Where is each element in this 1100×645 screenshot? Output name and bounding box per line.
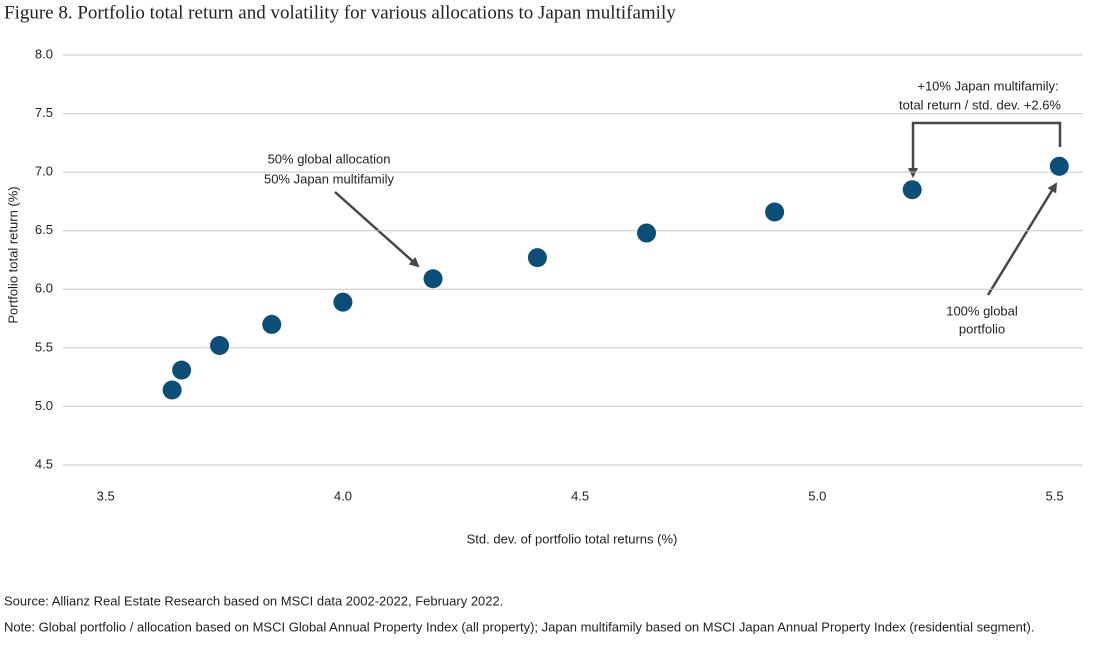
y-tick-label: 5.0 (35, 398, 53, 413)
y-tick-label: 4.5 (35, 456, 53, 471)
annotation: total return / std. dev. +2.6% (899, 97, 1061, 112)
y-tick-label: 6.0 (35, 281, 53, 296)
annotation-arrow (986, 182, 1058, 296)
data-point (210, 336, 230, 356)
y-tick-label: 8.0 (35, 46, 53, 61)
data-point (527, 248, 547, 268)
annotation-arrow (334, 191, 420, 268)
data-point (423, 269, 443, 289)
x-tick-label: 5.0 (808, 488, 826, 503)
data-point (1049, 156, 1069, 176)
data-point (162, 380, 182, 400)
data-point (172, 360, 192, 380)
y-tick-label: 6.5 (35, 222, 53, 237)
y-tick-label: 5.5 (35, 339, 53, 354)
x-tick-label: 5.5 (1045, 488, 1063, 503)
data-point (333, 292, 353, 312)
annotation: 50% Japan multifamily (264, 171, 395, 186)
source-note: Source: Allianz Real Estate Research bas… (4, 593, 503, 608)
y-axis-label: Portfolio total return (%) (5, 186, 20, 323)
data-point (262, 314, 282, 334)
annotation: +10% Japan multifamily: (917, 78, 1058, 93)
annotation: portfolio (959, 321, 1005, 336)
x-axis-label: Std. dev. of portfolio total returns (%) (467, 531, 678, 546)
data-point (637, 223, 657, 243)
y-tick-label: 7.0 (35, 164, 53, 179)
x-tick-label: 3.5 (97, 488, 115, 503)
y-tick-label: 7.5 (35, 105, 53, 120)
annotation: 100% global (946, 303, 1018, 318)
annotation: 50% global allocation (268, 151, 391, 166)
data-point (902, 180, 922, 200)
annotation-bracket (908, 121, 1062, 178)
x-tick-label: 4.0 (334, 488, 352, 503)
data-point (765, 202, 785, 222)
chart-title: Figure 8. Portfolio total return and vol… (4, 2, 676, 23)
footnote: Note: Global portfolio / allocation base… (4, 619, 1034, 634)
x-tick-label: 4.5 (571, 488, 589, 503)
